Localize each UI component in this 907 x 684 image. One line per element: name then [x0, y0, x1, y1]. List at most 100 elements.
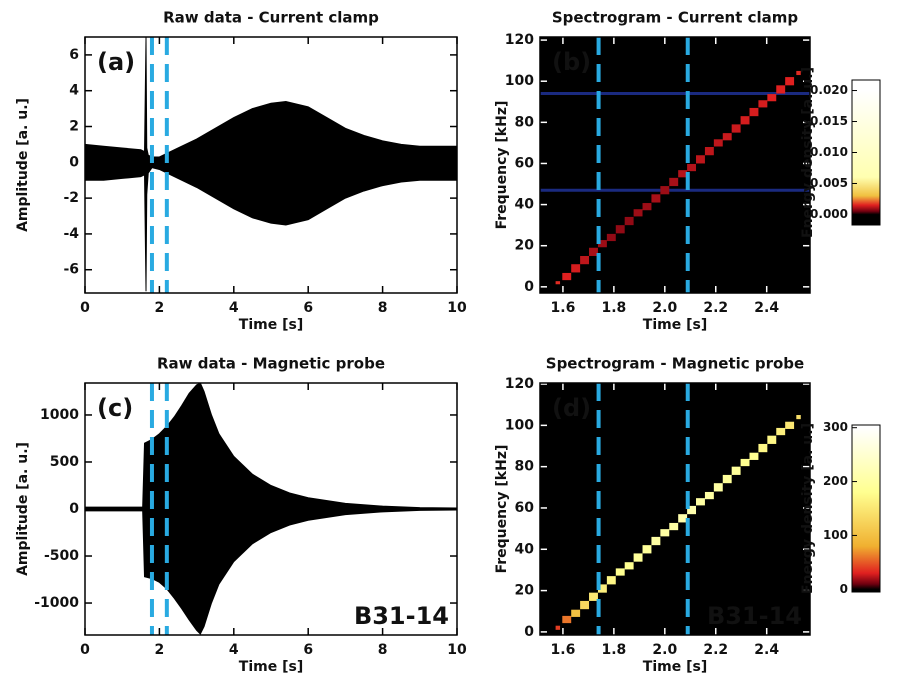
spectrogram-cell	[580, 255, 590, 265]
spectrogram-cell	[740, 458, 750, 467]
plot-area	[85, 383, 457, 635]
x-tick-label: 1.6	[551, 300, 576, 316]
spectrogram-cell	[687, 505, 697, 515]
y-tick-label: 120	[505, 376, 534, 392]
x-axis-label: Time [s]	[643, 659, 707, 675]
spectrogram-cell	[624, 216, 634, 226]
colorbar-tick-label: 0.010	[810, 145, 848, 159]
x-tick-label: 2.4	[754, 300, 779, 316]
y-tick-label: -4	[63, 226, 79, 242]
x-tick-label: 2.4	[754, 642, 779, 658]
panel-label: (b)	[552, 48, 591, 76]
spectrogram-cell	[589, 592, 598, 601]
annotation: B31-14	[354, 602, 449, 630]
spectrogram-cell	[660, 186, 670, 195]
spectrogram-cell	[776, 427, 786, 436]
y-tick-label: 0	[524, 279, 534, 295]
y-tick-label: 40	[515, 197, 535, 213]
colorbar-tick-label: 0	[840, 582, 848, 596]
y-tick-label: 40	[515, 541, 535, 557]
spectrogram-cell	[597, 584, 607, 593]
y-tick-label: 2	[69, 119, 79, 135]
spectrogram-cell	[785, 77, 795, 86]
spectrogram-cell	[687, 163, 697, 172]
plot-area	[540, 383, 810, 635]
colorbar-tick-label: 0.000	[810, 207, 848, 221]
x-tick-label: 10	[447, 642, 467, 658]
y-axis-label: Amplitude [a. u.]	[15, 442, 31, 576]
spectrogram-cell	[555, 281, 561, 285]
y-tick-label: 4	[69, 83, 79, 99]
spectrogram-cell	[696, 498, 705, 506]
spectrogram-cell	[597, 240, 607, 248]
spectrogram-cell	[767, 94, 777, 102]
x-tick-label: 0	[80, 300, 90, 316]
spectrogram-cell	[624, 562, 634, 570]
y-tick-label: -500	[44, 548, 79, 564]
y-tick-label: -6	[63, 262, 79, 278]
y-tick-label: 0	[69, 501, 79, 517]
spectrogram-cell	[731, 466, 741, 475]
colorbar-label: Energy density [a. u.]	[800, 423, 816, 594]
y-tick-label: 60	[515, 155, 535, 171]
spectrogram-cell	[749, 452, 759, 460]
spectrogram-cell	[740, 116, 750, 125]
y-tick-label: 80	[515, 459, 535, 475]
y-tick-label: 100	[505, 73, 534, 89]
spectrogram-cell	[606, 233, 616, 242]
chart-title: Spectrogram - Magnetic probe	[546, 355, 804, 373]
plot-area	[85, 37, 457, 293]
spectrogram-cell	[785, 421, 795, 429]
x-axis-label: Time [s]	[239, 659, 303, 675]
y-tick-label: 20	[515, 583, 535, 599]
spectrogram-cell	[606, 576, 616, 585]
spectrogram-cell	[722, 133, 732, 141]
spectrogram-cell	[731, 124, 741, 133]
y-tick-label: 100	[505, 417, 534, 433]
colorbar-tick-label: 0.020	[810, 83, 848, 97]
x-tick-label: 8	[378, 300, 388, 316]
spectrogram-cell	[642, 545, 652, 554]
chart-title: Raw data - Magnetic probe	[157, 355, 385, 373]
spectrogram-cell	[796, 415, 801, 420]
spectrogram-cell	[651, 536, 661, 546]
x-axis-label: Time [s]	[643, 317, 707, 333]
plot-background	[540, 383, 810, 635]
spectrogram-cell	[615, 568, 625, 576]
signal-envelope	[85, 383, 457, 510]
x-tick-label: 2	[155, 300, 165, 316]
plot-frame	[84, 382, 458, 636]
y-tick-label: 0	[69, 154, 79, 170]
y-tick-label: 0	[524, 624, 534, 640]
spectrogram-cell	[562, 615, 572, 624]
spectrogram-cell	[704, 147, 714, 156]
y-tick-label: 500	[50, 454, 79, 470]
spectrogram-cell	[615, 225, 625, 234]
spectrogram-cell	[660, 529, 670, 537]
spectrogram-cell	[758, 443, 768, 453]
plot-frame	[539, 36, 811, 294]
x-axis-label: Time [s]	[239, 317, 303, 333]
plot-frame	[539, 382, 811, 636]
colorbar-tick-label: 200	[823, 474, 848, 488]
y-tick-label: 6	[69, 47, 79, 63]
spectrogram-cell	[669, 522, 679, 531]
spectrogram-cell	[555, 625, 561, 630]
y-tick-label: 20	[515, 238, 535, 254]
spectrogram-cell	[580, 600, 590, 610]
spectrogram-cell	[651, 194, 661, 203]
plot-background	[540, 37, 810, 293]
y-axis-label: Frequency [kHz]	[494, 101, 510, 230]
plot-area	[540, 37, 810, 293]
x-tick-label: 1.6	[551, 642, 576, 658]
x-tick-label: 2.0	[652, 642, 677, 658]
chart-title: Spectrogram - Current clamp	[552, 9, 799, 27]
y-tick-label: -2	[63, 190, 79, 206]
spectrogram-cell	[669, 177, 679, 187]
panel-label: (d)	[552, 394, 591, 422]
spectrogram-cell	[767, 435, 777, 444]
spectrogram-cell	[696, 155, 705, 164]
spectrogram-cell	[749, 107, 759, 117]
spectrogram-cell	[758, 100, 768, 108]
colorbar	[851, 424, 881, 593]
